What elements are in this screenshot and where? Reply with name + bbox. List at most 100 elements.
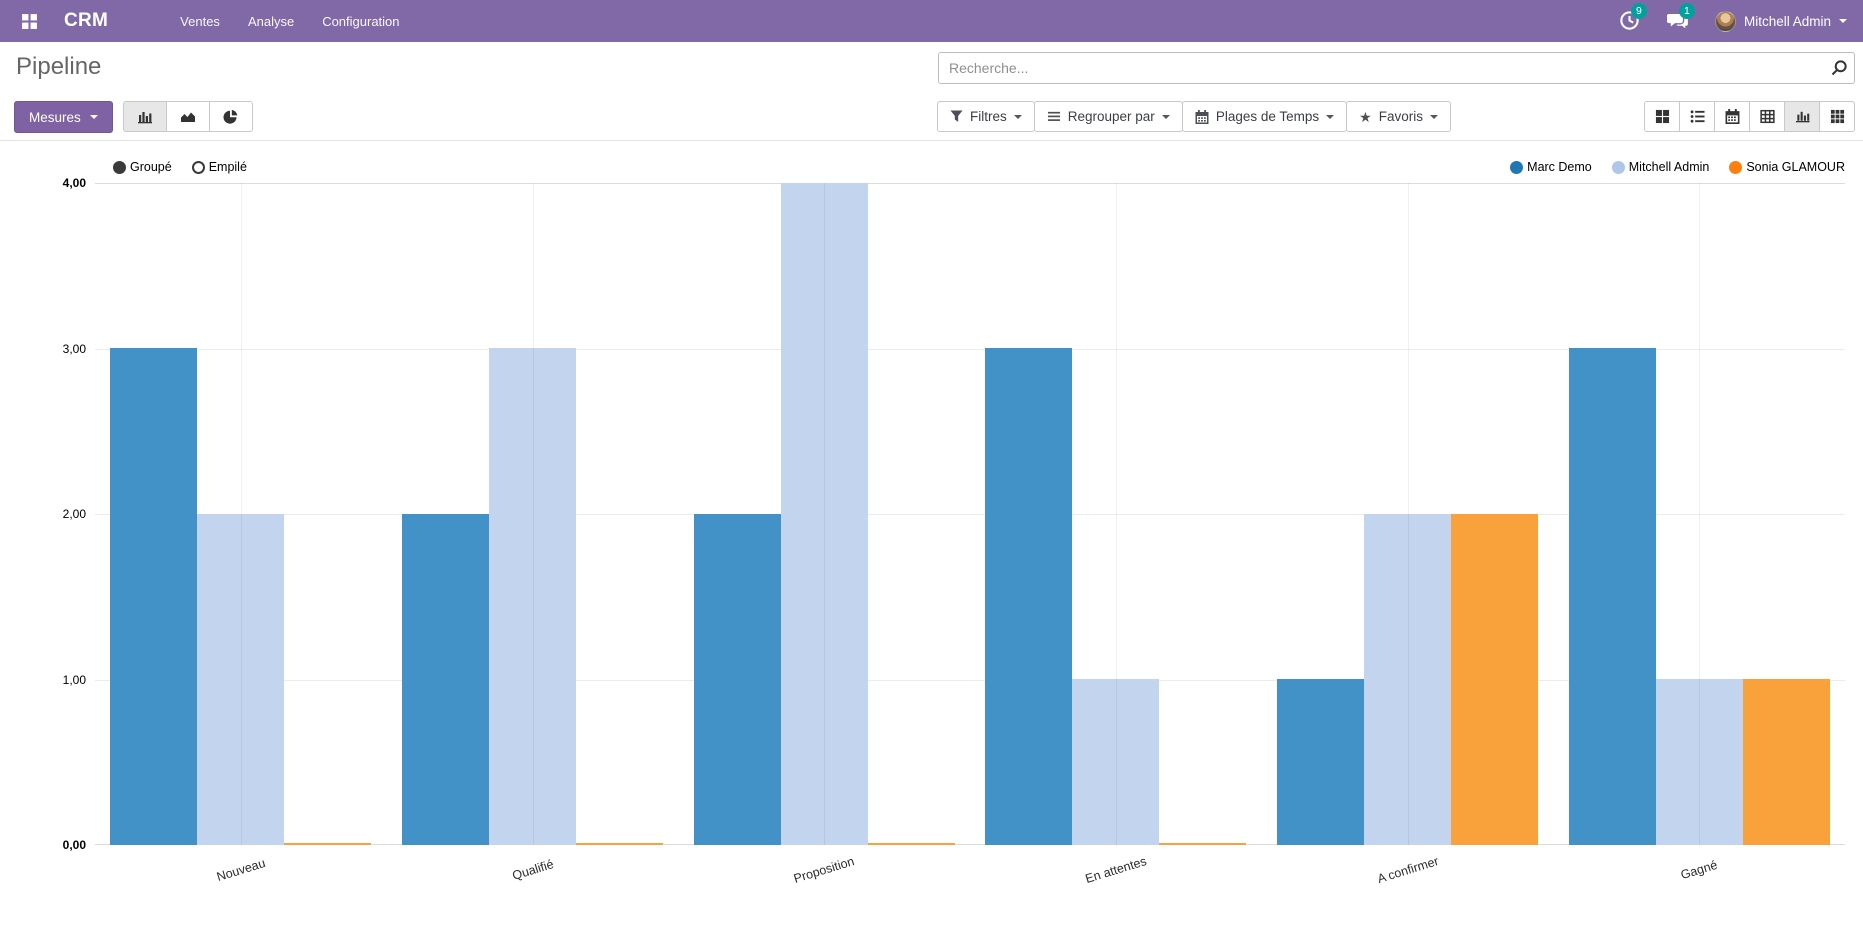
view-kanban-button[interactable]: [1644, 101, 1680, 132]
search-icon[interactable]: [1830, 59, 1848, 77]
y-axis-tick-label: 4,00: [62, 176, 86, 190]
y-gridline: [95, 844, 1845, 845]
messages-icon[interactable]: 1: [1666, 3, 1695, 32]
legend-label: Marc Demo: [1527, 160, 1592, 174]
measures-button[interactable]: Mesures: [14, 101, 113, 133]
list-icon: [1690, 110, 1705, 123]
user-name: Mitchell Admin: [1743, 13, 1831, 29]
main-menu: Ventes Analyse Configuration: [166, 0, 413, 42]
plot-area: [95, 183, 1845, 845]
chevron-down-icon: [89, 115, 98, 119]
stacked-label: Empilé: [208, 160, 247, 174]
x-axis-category-label: Proposition: [792, 854, 857, 886]
bar-mitchell-admin-en-attentes[interactable]: [1072, 679, 1159, 845]
radio-selected-icon: [113, 160, 126, 174]
bar-marc-demo-gagné[interactable]: [1569, 348, 1656, 845]
bar-marc-demo-a-confirmer[interactable]: [1277, 679, 1364, 845]
measures-label: Mesures: [29, 109, 81, 125]
grouped-mode-toggle[interactable]: Groupé: [113, 160, 172, 174]
view-activity-button[interactable]: [1819, 101, 1855, 132]
apps-menu-icon[interactable]: [16, 8, 42, 34]
bar-mitchell-admin-a-confirmer[interactable]: [1364, 514, 1451, 845]
y-gridline: [95, 183, 1845, 184]
pivot-table-icon: [1759, 109, 1775, 124]
x-gridline: [1408, 183, 1409, 845]
graph-icon: [1795, 111, 1810, 123]
page-title: Pipeline: [16, 53, 102, 80]
y-gridline: [95, 348, 1845, 350]
bar-mitchell-admin-qualifié[interactable]: [489, 348, 576, 845]
app-brand[interactable]: CRM: [64, 10, 109, 31]
x-gridline: [533, 183, 534, 845]
series-legend: Marc Demo Mitchell Admin Sonia GLAMOUR: [1510, 160, 1845, 174]
pie-chart-type-button[interactable]: [208, 101, 253, 132]
stacked-mode-toggle[interactable]: Empilé: [191, 160, 247, 174]
filters-label: Filtres: [970, 109, 1007, 124]
bar-sonia-glamour-a-confirmer[interactable]: [1451, 514, 1538, 845]
chart-type-switcher: [122, 101, 253, 132]
chevron-down-icon: [1326, 114, 1335, 119]
time-ranges-label: Plages de Temps: [1215, 109, 1320, 124]
menu-ventes[interactable]: Ventes: [180, 13, 220, 29]
bar-sonia-glamour-gagné[interactable]: [1743, 679, 1830, 845]
legend-item-mitchell-admin[interactable]: Mitchell Admin: [1611, 160, 1710, 174]
favorites-label: Favoris: [1378, 109, 1423, 124]
view-pivot-button[interactable]: [1749, 101, 1785, 132]
bars-icon: [1047, 111, 1060, 121]
user-menu[interactable]: Mitchell Admin: [1714, 10, 1847, 32]
bar-marc-demo-qualifié[interactable]: [402, 514, 489, 845]
calendar-icon: [1195, 109, 1209, 124]
x-axis-category-label: Nouveau: [214, 855, 267, 885]
top-navbar: CRM Ventes Analyse Configuration 9 1 Mit…: [0, 0, 1863, 42]
favorites-button[interactable]: ★ Favoris: [1346, 101, 1451, 132]
activities-icon[interactable]: 9: [1619, 3, 1647, 32]
activity-count-badge: 9: [1630, 3, 1647, 19]
kanban-icon: [1655, 109, 1669, 124]
chevron-down-icon: [1161, 114, 1170, 119]
bar-chart-type-button[interactable]: [122, 101, 167, 132]
chevron-down-icon: [1013, 114, 1022, 119]
search-box: [938, 52, 1855, 84]
bar-marc-demo-en-attentes[interactable]: [985, 348, 1072, 845]
bar-mitchell-admin-nouveau[interactable]: [197, 514, 284, 845]
graph-view: Groupé Empilé Marc Demo Mitchell Admin Son…: [0, 141, 1863, 923]
calendar-icon: [1725, 109, 1739, 124]
group-by-button[interactable]: Regrouper par: [1033, 101, 1183, 132]
view-list-button[interactable]: [1679, 101, 1715, 132]
menu-analyse[interactable]: Analyse: [247, 13, 295, 29]
legend-label: Mitchell Admin: [1628, 160, 1710, 174]
bar-marc-demo-proposition[interactable]: [694, 514, 781, 845]
y-gridline: [95, 514, 1845, 515]
x-gridline: [1699, 183, 1700, 845]
message-count-badge: 1: [1678, 3, 1695, 19]
menu-configuration[interactable]: Configuration: [322, 13, 400, 29]
filters-button[interactable]: Filtres: [937, 101, 1035, 132]
bar-sonia-glamour-proposition[interactable]: [868, 843, 955, 845]
legend-label: Sonia GLAMOUR: [1746, 160, 1845, 174]
bar-mitchell-admin-proposition[interactable]: [781, 183, 868, 845]
bar-mitchell-admin-gagné[interactable]: [1656, 679, 1743, 845]
y-axis-tick-label: 2,00: [62, 507, 86, 521]
bar-sonia-glamour-en-attentes[interactable]: [1159, 843, 1246, 845]
view-graph-button[interactable]: [1784, 101, 1820, 132]
search-input[interactable]: [938, 52, 1855, 84]
search-options: Filtres Regrouper par Plages de Temps: [937, 101, 1451, 132]
x-axis-category-label: A confirmer: [1375, 854, 1440, 886]
time-ranges-button[interactable]: Plages de Temps: [1181, 101, 1348, 132]
view-calendar-button[interactable]: [1714, 101, 1750, 132]
x-gridline: [1116, 183, 1117, 845]
bar-sonia-glamour-qualifié[interactable]: [576, 843, 663, 845]
legend-item-sonia-glamour[interactable]: Sonia GLAMOUR: [1729, 160, 1845, 174]
filter-icon: [950, 110, 963, 122]
bar-marc-demo-nouveau[interactable]: [110, 348, 197, 845]
chart-mode-controls: Groupé Empilé: [113, 160, 247, 174]
x-gridline: [824, 183, 825, 845]
star-icon: ★: [1359, 108, 1372, 125]
control-panel: Pipeline Mesures: [0, 42, 1863, 141]
radio-unselected-icon: [191, 160, 205, 174]
x-gridline: [241, 183, 242, 845]
y-axis-tick-label: 3,00: [62, 341, 86, 356]
area-chart-type-button[interactable]: [165, 101, 210, 132]
legend-item-marc-demo[interactable]: Marc Demo: [1510, 160, 1592, 174]
bar-sonia-glamour-nouveau[interactable]: [284, 843, 371, 845]
